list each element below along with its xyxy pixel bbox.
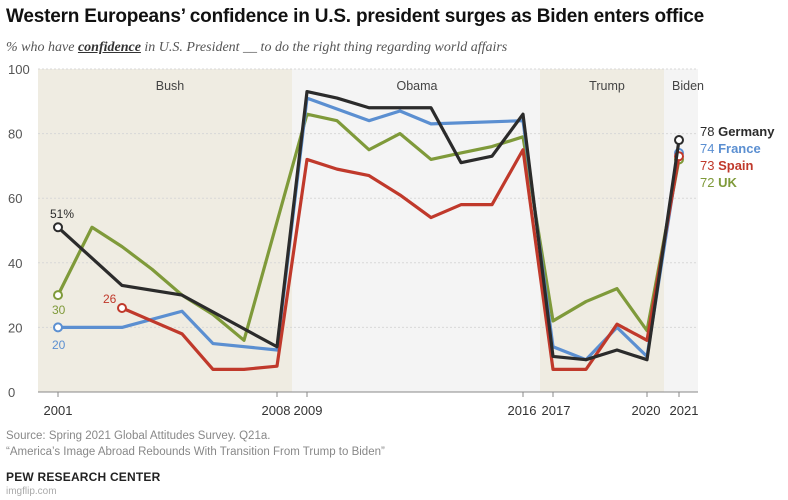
era-label-biden: Biden xyxy=(672,79,704,93)
series-line-uk xyxy=(56,112,681,342)
series-end-name: Spain xyxy=(718,158,753,173)
era-band-bush xyxy=(38,69,292,392)
y-tick-label: 60 xyxy=(8,191,22,206)
series-end-label-uk: 72 UK xyxy=(700,175,737,190)
x-tick-label: 2016 xyxy=(508,403,537,418)
x-tick-label: 2020 xyxy=(632,403,661,418)
era-label-obama: Obama xyxy=(397,79,438,93)
subtitle-suffix: in U.S. President __ to do the right thi… xyxy=(140,40,508,55)
series-line-germany xyxy=(56,90,681,362)
watermark: imgflip.com xyxy=(6,486,57,497)
x-tick-label: 2021 xyxy=(670,403,699,418)
y-tick-label: 100 xyxy=(8,62,30,77)
y-tick-label: 80 xyxy=(8,127,22,142)
source-note: Source: Spring 2021 Global Attitudes Sur… xyxy=(6,430,271,442)
era-band-biden xyxy=(664,69,698,392)
series-start-label-france: 20 xyxy=(52,338,66,352)
series-end-value: 72 xyxy=(700,175,718,190)
series-line-spain xyxy=(121,148,681,371)
series-end-marker-germany xyxy=(674,135,684,146)
era-label-bush: Bush xyxy=(156,79,185,93)
series-start-marker-germany xyxy=(53,222,63,233)
chart-subtitle: % who have confidence in U.S. President … xyxy=(6,40,507,56)
report-title: “America’s Image Abroad Rebounds With Tr… xyxy=(6,446,385,458)
series-start-marker-spain xyxy=(117,303,127,314)
series-end-value: 73 xyxy=(700,158,718,173)
series-start-label-germany: 51% xyxy=(50,207,74,221)
organization-name: PEW RESEARCH CENTER xyxy=(6,470,161,484)
era-label-trump: Trump xyxy=(589,79,625,93)
series-start-marker-france xyxy=(53,322,63,333)
series-end-label-germany: 78 Germany xyxy=(700,124,775,139)
series-end-name: Germany xyxy=(718,124,775,139)
x-tick-label: 2008 xyxy=(262,403,291,418)
subtitle-prefix: % who have xyxy=(6,40,78,55)
chart-title: Western Europeans’ confidence in U.S. pr… xyxy=(6,6,705,27)
y-tick-label: 40 xyxy=(8,256,22,271)
series-start-marker-uk xyxy=(53,290,63,301)
series-end-value: 74 xyxy=(700,141,718,156)
series-start-label-uk: 30 xyxy=(52,303,66,317)
subtitle-emphasis: confidence xyxy=(77,40,141,55)
series-end-name: France xyxy=(718,141,761,156)
series-end-label-spain: 73 Spain xyxy=(700,158,754,173)
series-end-label-france: 74 France xyxy=(700,141,761,156)
series-start-label-spain: 26 xyxy=(103,292,117,306)
x-tick-label: 2001 xyxy=(44,403,73,418)
x-tick-label: 2017 xyxy=(542,403,571,418)
series-end-value: 78 xyxy=(700,124,718,139)
x-tick-label: 2009 xyxy=(294,403,323,418)
y-tick-label: 0 xyxy=(8,385,15,400)
y-tick-label: 20 xyxy=(8,320,22,335)
series-end-name: UK xyxy=(718,175,737,190)
